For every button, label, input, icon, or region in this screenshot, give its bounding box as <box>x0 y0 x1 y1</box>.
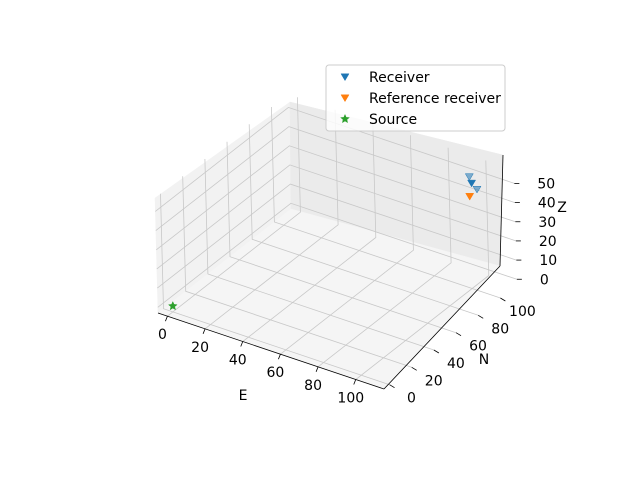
legend-label: Receiver <box>369 70 430 86</box>
y-tick-label: 80 <box>491 321 509 337</box>
x-tick-label: 100 <box>337 391 364 407</box>
x-axis-line <box>157 312 385 390</box>
y-tick-mark <box>389 384 395 389</box>
y-tick-label: 20 <box>425 373 443 389</box>
y-tick-mark <box>411 366 417 371</box>
axis-labels: E N Z <box>239 200 567 404</box>
grid-line-z <box>157 183 517 289</box>
x-tick-label: 0 <box>158 327 167 343</box>
y-axis-line <box>383 265 501 390</box>
grid-line-x <box>280 135 414 355</box>
x-tick-label: 40 <box>229 353 247 369</box>
data-point-receiver <box>472 186 482 194</box>
y-tick-label: 60 <box>469 339 487 355</box>
y-tick-label: 100 <box>509 304 536 320</box>
y-tick-label: 40 <box>447 356 465 372</box>
x-tick-label: 60 <box>266 365 284 381</box>
grid-line-z <box>155 106 515 212</box>
y-tick-label: 0 <box>407 391 416 407</box>
grid-line-x <box>317 147 452 368</box>
z-tick-label: 20 <box>539 234 557 250</box>
z-tick-label: 50 <box>537 176 555 192</box>
y-tick-mark <box>433 349 440 354</box>
legend-marker <box>340 113 350 124</box>
grid-line-x <box>204 109 339 330</box>
grid-line-z <box>156 145 516 251</box>
z-tick-label: 30 <box>538 215 556 231</box>
grid-line-x <box>167 97 301 317</box>
data-point-source <box>167 300 178 311</box>
grid-line-x <box>242 122 377 342</box>
grid-line-y <box>160 193 390 386</box>
z-tick-label: 40 <box>538 196 556 212</box>
x-tick-mark <box>315 366 319 372</box>
data-point-receiver <box>467 179 477 188</box>
x-tick-mark <box>278 354 281 360</box>
grid-line-y <box>226 141 457 334</box>
legend-marker <box>340 73 350 82</box>
grid-line-y <box>248 124 479 316</box>
grid-line-y <box>271 106 501 299</box>
grid-line-y <box>204 158 435 351</box>
y-tick-mark <box>478 314 484 319</box>
y-tick-mark <box>455 332 462 337</box>
x-tick-mark <box>353 379 357 385</box>
z-tick-label: 10 <box>539 253 557 269</box>
grid-line-x <box>355 160 490 380</box>
legend-marker <box>340 94 350 103</box>
z-axis-label: Z <box>557 200 567 216</box>
x-tick-mark <box>202 328 206 334</box>
data-point-reference-receiver <box>465 193 475 201</box>
x-tick-mark <box>240 341 244 347</box>
y-axis-label: N <box>479 352 489 368</box>
grid-line-z <box>157 202 518 308</box>
legend-box <box>325 64 506 132</box>
grid-line-y <box>182 176 412 368</box>
axis-lines <box>157 154 522 390</box>
z-axis-line <box>499 154 504 267</box>
y-tick-mark <box>500 297 506 302</box>
z-tick-label: 0 <box>540 272 549 288</box>
data-points <box>167 173 482 311</box>
legend-label: Reference receiver <box>369 91 501 107</box>
data-point-receiver <box>464 173 474 181</box>
grid-line-z <box>156 164 517 270</box>
legend: Receiver Reference receiver Source <box>325 64 506 132</box>
grid-lines <box>155 97 518 386</box>
x-tick-label: 80 <box>304 378 322 394</box>
x-tick-label: 20 <box>191 340 209 356</box>
x-tick-mark <box>165 316 168 322</box>
grid-line-z <box>155 126 516 231</box>
x-axis-label: E <box>239 388 248 404</box>
legend-label: Source <box>369 112 417 128</box>
